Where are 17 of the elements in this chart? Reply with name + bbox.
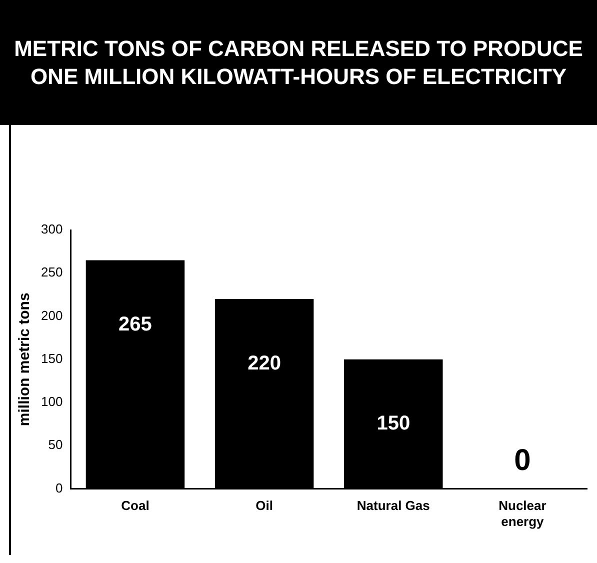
- y-tick-label: 300: [40, 222, 63, 237]
- x-tick-label: Natural Gas: [356, 498, 430, 514]
- y-tick-label: 150: [40, 350, 63, 366]
- data-label: 0: [514, 444, 531, 478]
- x-tick-label: Oil: [256, 498, 273, 514]
- data-label: 220: [248, 352, 281, 375]
- x-tick-label: Coal: [121, 498, 150, 514]
- chart-title: METRIC TONS OF CARBON RELEASED TO PRODUCE ONE MILLION KILOWATT-HOURS OF ELECTRICITY: [0, 0, 597, 125]
- y-tick-label: 200: [40, 308, 63, 323]
- y-tick-label: 100: [40, 394, 63, 410]
- y-tick-label: 50: [48, 437, 63, 452]
- data-label: 150: [376, 412, 410, 435]
- data-label: 265: [118, 314, 152, 336]
- x-tick-label: Nuclear energy: [498, 498, 546, 529]
- y-axis-title: million metric tons: [16, 292, 34, 426]
- y-tick-label: 0: [55, 480, 63, 496]
- y-tick-label: 250: [40, 264, 63, 280]
